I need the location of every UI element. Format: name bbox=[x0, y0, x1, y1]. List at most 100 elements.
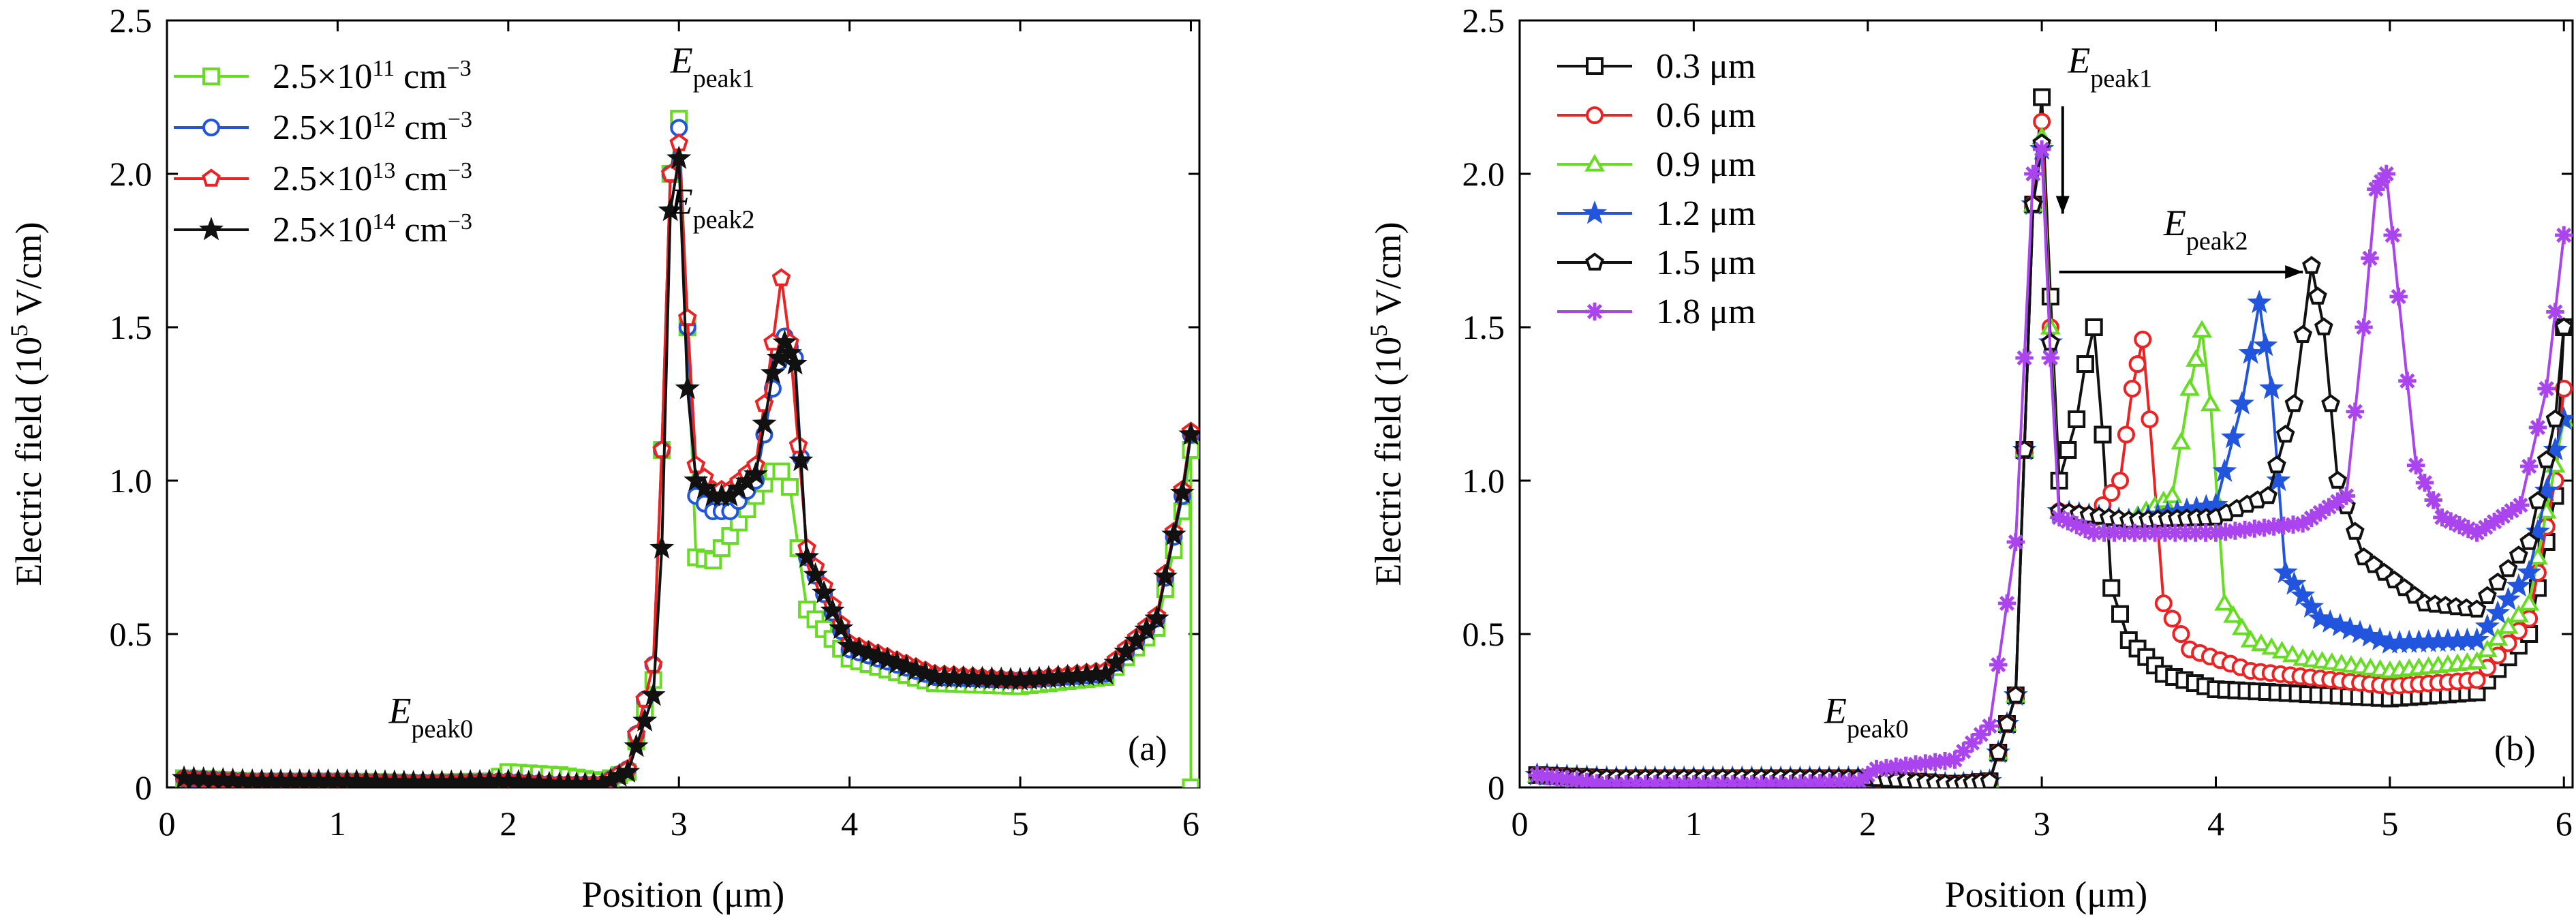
legend-marker bbox=[1586, 57, 1604, 75]
data-point bbox=[1103, 650, 1129, 674]
data-point bbox=[2528, 491, 2547, 509]
data-point bbox=[1537, 767, 1557, 786]
legend-entry: 1.5 μm bbox=[1557, 243, 1755, 282]
data-point bbox=[2238, 340, 2263, 364]
data-point bbox=[1169, 480, 1195, 504]
data-point bbox=[2200, 393, 2221, 412]
legend-marker bbox=[202, 168, 221, 187]
data-point bbox=[1723, 775, 1742, 787]
data-point bbox=[2511, 496, 2530, 515]
data-point bbox=[2261, 637, 2282, 655]
data-point bbox=[1800, 774, 1820, 787]
data-point bbox=[2176, 524, 2194, 542]
data-point bbox=[2006, 532, 2025, 552]
data-point bbox=[2156, 524, 2175, 542]
data-point bbox=[2337, 616, 2363, 640]
data-point bbox=[1980, 717, 1999, 736]
y-tick-label: 1.5 bbox=[1462, 308, 1505, 346]
data-point bbox=[777, 340, 803, 364]
data-point bbox=[1858, 766, 1877, 785]
panel-label: (b) bbox=[2494, 729, 2536, 768]
data-point bbox=[2502, 501, 2521, 520]
data-point bbox=[2166, 524, 2185, 542]
data-point bbox=[2076, 355, 2094, 373]
data-point bbox=[1636, 775, 1655, 787]
data-point bbox=[2023, 194, 2043, 213]
data-point bbox=[2196, 524, 2215, 542]
data-point bbox=[2111, 472, 2130, 489]
data-point bbox=[2192, 320, 2212, 338]
data-point bbox=[2126, 524, 2144, 542]
data-point bbox=[2050, 508, 2068, 527]
data-point bbox=[1616, 775, 1636, 787]
data-point bbox=[2545, 409, 2565, 427]
data-point bbox=[2468, 524, 2486, 542]
data-point bbox=[2468, 671, 2486, 689]
data-point bbox=[2186, 349, 2207, 367]
y-tick-label: 0 bbox=[1488, 768, 1505, 807]
data-point bbox=[1963, 734, 1982, 752]
data-point bbox=[2240, 629, 2261, 648]
data-point bbox=[2367, 627, 2393, 650]
data-point bbox=[1989, 742, 2008, 761]
data-point bbox=[788, 447, 814, 472]
data-point bbox=[1840, 772, 1858, 787]
data-point bbox=[2450, 516, 2469, 534]
data-point bbox=[2102, 484, 2121, 502]
data-point bbox=[2229, 391, 2254, 415]
data-point bbox=[2235, 520, 2254, 539]
data-point bbox=[2496, 586, 2521, 610]
data-point bbox=[2059, 441, 2077, 459]
data-point bbox=[2477, 518, 2495, 537]
data-point bbox=[2328, 470, 2348, 489]
data-point bbox=[1906, 755, 1925, 774]
legend-entry: 2.5×1011 cm−3 bbox=[174, 56, 472, 96]
data-point bbox=[2293, 514, 2312, 533]
data-point bbox=[2290, 582, 2316, 607]
data-point bbox=[2067, 516, 2086, 534]
data-point bbox=[846, 637, 872, 661]
series-6 bbox=[1528, 140, 2573, 787]
x-tick-label: 1 bbox=[329, 804, 346, 843]
data-point bbox=[2006, 685, 2025, 704]
data-point bbox=[1182, 441, 1199, 459]
data-point bbox=[2259, 376, 2284, 400]
data-point bbox=[1144, 605, 1169, 629]
data-point bbox=[2255, 518, 2273, 537]
data-point bbox=[658, 198, 683, 222]
data-point bbox=[2555, 226, 2573, 245]
data-point bbox=[2466, 651, 2487, 669]
data-point bbox=[2348, 620, 2373, 644]
data-point bbox=[2154, 594, 2173, 612]
data-point bbox=[2250, 633, 2271, 651]
legend-entry: 1.8 μm bbox=[1557, 292, 1755, 331]
data-point bbox=[1178, 421, 1199, 445]
data-point bbox=[2302, 509, 2321, 528]
data-point bbox=[2220, 425, 2246, 449]
data-point bbox=[2498, 559, 2518, 577]
data-point bbox=[1704, 775, 1722, 787]
data-point bbox=[1811, 774, 1829, 787]
data-point bbox=[1567, 771, 1586, 787]
annotation-peak2: Epeak2 bbox=[670, 181, 755, 235]
data-point bbox=[1114, 639, 1139, 663]
data-point bbox=[856, 640, 881, 664]
data-point bbox=[2337, 487, 2356, 505]
data-point bbox=[2389, 287, 2408, 306]
legend-label: 0.3 μm bbox=[1656, 47, 1755, 86]
data-point bbox=[2506, 573, 2531, 597]
data-point bbox=[2111, 605, 2130, 623]
data-point bbox=[2433, 508, 2451, 527]
data-point bbox=[2327, 612, 2352, 637]
data-point bbox=[2258, 485, 2278, 504]
x-tick-label: 1 bbox=[1685, 804, 1702, 843]
data-point bbox=[2231, 617, 2252, 635]
y-tick-label: 1.0 bbox=[110, 462, 153, 500]
legend-marker bbox=[202, 67, 220, 85]
data-point bbox=[2415, 473, 2434, 492]
legend-entry: 1.2 μm bbox=[1557, 194, 1755, 233]
data-point bbox=[2367, 180, 2385, 198]
legend-entry: 0.9 μm bbox=[1557, 145, 1755, 184]
data-point bbox=[2274, 516, 2293, 535]
data-point bbox=[2494, 507, 2513, 526]
